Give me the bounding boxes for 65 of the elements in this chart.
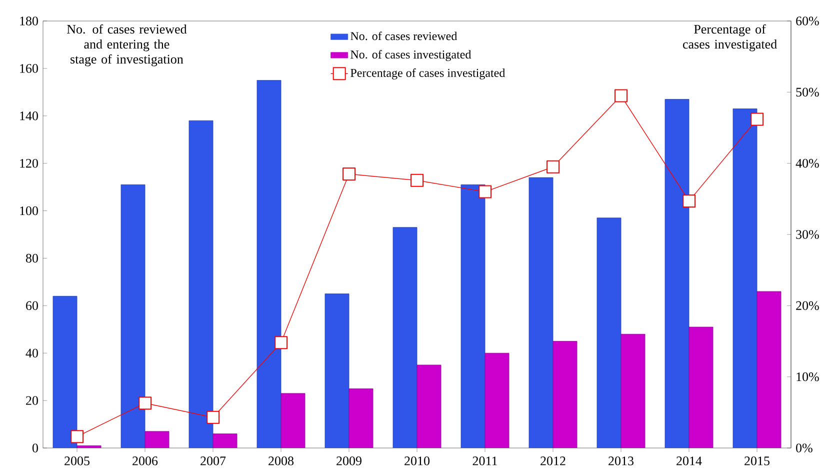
legend-label: Percentage of cases investigated bbox=[350, 68, 506, 80]
y-axis-title: No. of cases reviewed and entering the stage of investigation bbox=[66, 24, 187, 66]
y-tick-label: 0 bbox=[32, 444, 38, 453]
bar bbox=[392, 227, 418, 448]
point bbox=[682, 194, 696, 208]
x-tick-label: 2009 bbox=[336, 456, 362, 466]
y2-tick-label: 0% bbox=[796, 444, 812, 453]
x-tick-label: 2012 bbox=[540, 456, 566, 466]
point bbox=[206, 411, 220, 424]
point bbox=[546, 160, 560, 174]
bar bbox=[460, 184, 486, 448]
x-tick-label: 2011 bbox=[472, 456, 497, 466]
bar bbox=[212, 434, 238, 448]
bar bbox=[552, 341, 578, 448]
bar bbox=[484, 353, 510, 448]
bar bbox=[52, 296, 78, 448]
x-tick-label: 2007 bbox=[200, 456, 226, 466]
bar bbox=[324, 294, 350, 448]
bar bbox=[596, 218, 622, 448]
x-tick-label: 2005 bbox=[64, 456, 90, 466]
bar bbox=[144, 431, 170, 448]
bar bbox=[688, 326, 714, 448]
y-tick-label: 180 bbox=[20, 16, 38, 26]
y-tick-label: 160 bbox=[20, 64, 38, 74]
point bbox=[274, 336, 288, 350]
x-tick-label: 2015 bbox=[744, 456, 770, 466]
legend-label: No. of cases investigated bbox=[350, 50, 472, 62]
bar bbox=[732, 108, 758, 448]
bar bbox=[280, 393, 306, 448]
bar bbox=[756, 291, 782, 448]
y2-tick-label: 60% bbox=[796, 16, 819, 26]
y-tick-label: 60 bbox=[26, 301, 38, 310]
bar bbox=[620, 334, 646, 448]
point bbox=[750, 112, 764, 126]
y-tick-label: 140 bbox=[20, 112, 38, 120]
y-tick-label: 40 bbox=[26, 348, 38, 358]
y-tick-label: 80 bbox=[26, 254, 38, 263]
y2-tick-label: 40% bbox=[796, 159, 819, 168]
bar bbox=[76, 446, 102, 448]
x-tick-label: 2006 bbox=[132, 456, 158, 466]
bar bbox=[120, 184, 146, 448]
x-tick-label: 2013 bbox=[608, 456, 634, 466]
y2-tick-label: 30% bbox=[796, 230, 819, 240]
legend-label: No. of cases reviewed bbox=[350, 32, 458, 40]
y2-tick-label: 20% bbox=[796, 301, 819, 310]
y2-tick-label: 50% bbox=[796, 88, 819, 97]
bar bbox=[188, 120, 214, 448]
y2-tick-label: 10% bbox=[796, 372, 819, 382]
bar bbox=[664, 99, 690, 448]
bar bbox=[256, 80, 282, 448]
point bbox=[70, 430, 84, 444]
y-tick-label: 100 bbox=[20, 206, 38, 216]
point bbox=[138, 396, 152, 410]
point bbox=[614, 89, 628, 102]
bar bbox=[348, 388, 374, 448]
point bbox=[478, 185, 492, 198]
x-tick-label: 2008 bbox=[268, 456, 294, 466]
x-tick-label: 2014 bbox=[676, 456, 702, 466]
y2-axis-title: Percentage of cases investigated bbox=[683, 24, 777, 52]
bar bbox=[528, 178, 554, 448]
bar bbox=[416, 364, 442, 448]
point bbox=[410, 174, 424, 188]
x-tick-label: 2010 bbox=[404, 456, 430, 466]
y-tick-label: 20 bbox=[26, 396, 38, 406]
y-tick-label: 120 bbox=[20, 159, 38, 168]
